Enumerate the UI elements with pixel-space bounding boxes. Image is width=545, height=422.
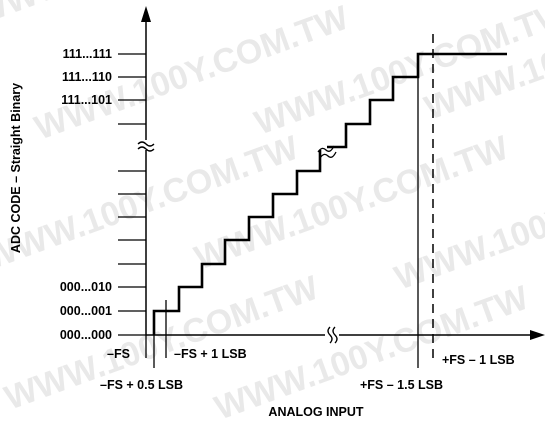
x-label-neg-fs-plus-1lsb: –FS + 1 LSB <box>174 347 247 361</box>
y-code-label-bottom-2: 000...001 <box>60 304 112 318</box>
transfer-staircase <box>152 150 322 335</box>
y-code-label-top-3: 111...101 <box>61 93 112 107</box>
x-axis-break <box>325 326 339 344</box>
y-code-label-bottom-1: 000...010 <box>60 280 112 294</box>
x-label-pos-fs-minus-1-5lsb: +FS – 1.5 LSB <box>360 378 443 392</box>
x-axis-arrowhead <box>530 330 545 340</box>
y-code-label-bottom-3: 000...000 <box>60 328 112 342</box>
x-label-neg-fs-plus-half-lsb: –FS + 0.5 LSB <box>100 378 183 392</box>
y-ticks <box>118 53 146 336</box>
axes <box>145 14 537 336</box>
y-axis-title: ADC CODE – Straight Binary <box>9 83 23 253</box>
y-code-label-top-2: 111...110 <box>62 70 112 84</box>
x-axis-title: ANALOG INPUT <box>268 405 364 419</box>
y-code-label-top-1: 111...111 <box>63 47 112 61</box>
x-label-neg-fs: –FS <box>107 347 130 361</box>
staircase-break <box>317 145 337 159</box>
y-axis-break <box>137 140 155 152</box>
y-axis-arrowhead <box>141 6 151 22</box>
x-label-pos-fs-minus-1lsb: +FS – 1 LSB <box>442 353 515 367</box>
